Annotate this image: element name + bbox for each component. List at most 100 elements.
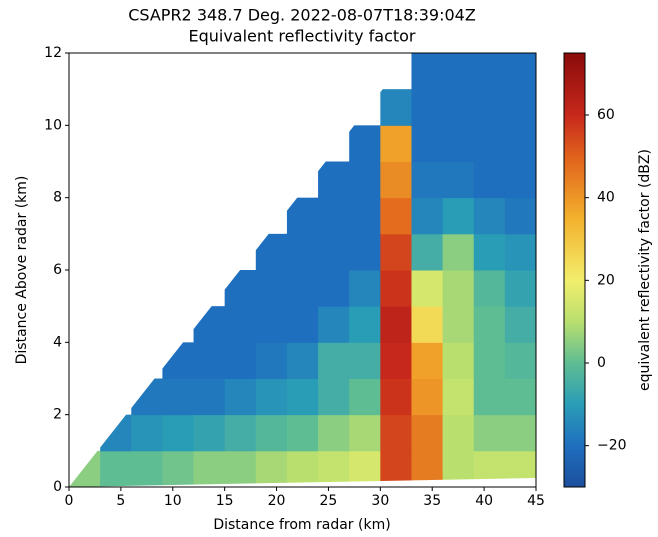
reflectivity-cell [131, 415, 163, 452]
reflectivity-cell [505, 379, 537, 416]
x-tick-label: 40 [475, 493, 493, 509]
reflectivity-cell [256, 451, 288, 488]
reflectivity-cell [380, 125, 412, 162]
reflectivity-cell [474, 451, 506, 488]
reflectivity-cell [505, 89, 537, 126]
reflectivity-cell [256, 342, 288, 379]
reflectivity-cell [411, 198, 443, 235]
reflectivity-cell [225, 415, 257, 452]
reflectivity-cell [443, 162, 475, 199]
reflectivity-cell [318, 451, 350, 488]
reflectivity-cell [443, 379, 475, 416]
reflectivity-cell [474, 125, 506, 162]
reflectivity-cell [287, 270, 319, 307]
reflectivity-cell [380, 234, 412, 271]
reflectivity-cell [194, 451, 226, 488]
reflectivity-cell [256, 306, 288, 343]
reflectivity-cell [225, 451, 257, 488]
y-tick-label: 10 [44, 117, 62, 133]
reflectivity-cell [380, 198, 412, 235]
reflectivity-cell [100, 415, 132, 452]
reflectivity-cell [474, 306, 506, 343]
reflectivity-cell [131, 451, 163, 488]
reflectivity-cell [349, 379, 381, 416]
reflectivity-cell [474, 162, 506, 199]
reflectivity-cell [225, 379, 257, 416]
chart-title: CSAPR2 348.7 Deg. 2022-08-07T18:39:04Z [128, 6, 476, 25]
reflectivity-cell [411, 53, 443, 90]
reflectivity-cell [380, 451, 412, 488]
reflectivity-cell [318, 415, 350, 452]
reflectivity-cell [443, 415, 475, 452]
reflectivity-cell [131, 379, 163, 416]
reflectivity-cell [411, 306, 443, 343]
reflectivity-cell [256, 415, 288, 452]
reflectivity-cell [287, 451, 319, 488]
reflectivity-cell [380, 379, 412, 416]
reflectivity-cell [287, 379, 319, 416]
colorbar-tick-label: −20 [597, 438, 627, 454]
reflectivity-cell [411, 342, 443, 379]
reflectivity-cell [474, 89, 506, 126]
reflectivity-cell [505, 342, 537, 379]
reflectivity-cell [474, 342, 506, 379]
reflectivity-cell [349, 306, 381, 343]
reflectivity-cell [256, 234, 288, 271]
reflectivity-cell [443, 342, 475, 379]
reflectivity-cell [287, 198, 319, 235]
reflectivity-cell [443, 198, 475, 235]
x-tick-label: 15 [216, 493, 234, 509]
reflectivity-cell [443, 306, 475, 343]
reflectivity-cell [194, 342, 226, 379]
reflectivity-cell [443, 270, 475, 307]
reflectivity-cell [505, 198, 537, 235]
colorbar-tick-label: 40 [597, 190, 615, 206]
reflectivity-cell [194, 306, 226, 343]
x-tick-label: 35 [423, 493, 441, 509]
y-tick-label: 12 [44, 45, 62, 61]
x-tick-label: 10 [164, 493, 182, 509]
reflectivity-cell [474, 415, 506, 452]
x-tick-label: 5 [116, 493, 125, 509]
reflectivity-cell [225, 270, 257, 307]
reflectivity-cell [349, 270, 381, 307]
reflectivity-cell [411, 379, 443, 416]
y-tick-label: 2 [53, 407, 62, 423]
y-tick-label: 0 [53, 479, 62, 495]
y-tick-label: 8 [53, 190, 62, 206]
x-tick-label: 0 [65, 493, 74, 509]
x-tick-label: 20 [268, 493, 286, 509]
colorbar-tick-label: 0 [597, 355, 606, 371]
reflectivity-cell [287, 342, 319, 379]
reflectivity-cell [225, 342, 257, 379]
reflectivity-cell [318, 270, 350, 307]
reflectivity-cell [318, 379, 350, 416]
reflectivity-cell [380, 306, 412, 343]
colorbar-tick-label: 60 [597, 107, 615, 123]
x-tick-label: 25 [320, 493, 338, 509]
y-axis-label: Distance Above radar (km) [14, 176, 30, 365]
reflectivity-cell [287, 415, 319, 452]
reflectivity-cell [349, 415, 381, 452]
reflectivity-cell [380, 415, 412, 452]
reflectivity-cell [349, 234, 381, 271]
reflectivity-cell [505, 53, 537, 90]
reflectivity-cell [162, 451, 194, 488]
reflectivity-cell [474, 379, 506, 416]
reflectivity-cell [256, 270, 288, 307]
reflectivity-cell [162, 415, 194, 452]
reflectivity-cell [474, 270, 506, 307]
reflectivity-cell [474, 53, 506, 90]
reflectivity-cell [505, 306, 537, 343]
reflectivity-cell [318, 234, 350, 271]
reflectivity-cell [474, 198, 506, 235]
reflectivity-cell [443, 53, 475, 90]
reflectivity-cell [69, 451, 101, 488]
reflectivity-cell [287, 234, 319, 271]
reflectivity-cell [380, 162, 412, 199]
reflectivity-cell [194, 379, 226, 416]
x-tick-label: 30 [371, 493, 389, 509]
y-tick-label: 4 [53, 334, 62, 350]
reflectivity-cell [505, 234, 537, 271]
